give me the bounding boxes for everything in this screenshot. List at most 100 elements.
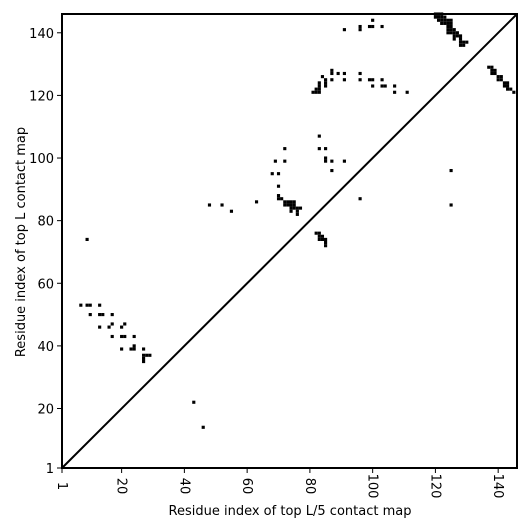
contact-point	[317, 84, 321, 88]
contact-point	[145, 353, 149, 357]
contact-point	[455, 34, 459, 38]
contact-point	[280, 197, 284, 201]
contact-point	[142, 359, 146, 364]
contact-point	[446, 21, 450, 25]
contact-point	[458, 37, 463, 41]
contact-point	[371, 84, 375, 88]
contact-point	[462, 43, 466, 47]
contact-point	[289, 209, 293, 213]
contact-point	[446, 28, 450, 32]
contact-point	[380, 24, 384, 29]
contact-point	[320, 234, 325, 238]
contact-point	[371, 78, 375, 82]
contact-point	[98, 313, 102, 317]
contact-point	[446, 18, 450, 22]
contact-point	[342, 78, 346, 82]
contact-point	[120, 325, 124, 329]
contact-point	[85, 237, 89, 241]
contact-point	[311, 90, 315, 94]
contact-point	[330, 68, 334, 72]
contact-point	[317, 234, 321, 238]
diagonal-line	[61, 13, 518, 469]
contact-point	[371, 18, 375, 22]
contact-point	[452, 28, 456, 32]
contact-point	[330, 168, 334, 173]
contact-point	[487, 65, 491, 69]
contact-point	[286, 203, 290, 207]
contact-point	[289, 203, 293, 207]
contact-point	[380, 78, 384, 82]
contact-point	[229, 209, 234, 213]
contact-point	[148, 353, 152, 357]
contact-point	[449, 21, 453, 25]
contact-point	[132, 347, 136, 351]
contact-point	[292, 206, 296, 210]
contact-point	[324, 147, 328, 151]
x-tick-label: 60	[239, 478, 254, 495]
x-tick-label: 20	[114, 478, 129, 495]
y-tick-label: 80	[37, 215, 54, 230]
contact-point	[358, 71, 362, 76]
contact-point	[110, 313, 114, 317]
contact-point	[101, 313, 105, 317]
contact-point	[324, 84, 328, 88]
contact-point	[142, 356, 146, 360]
contact-point	[358, 78, 362, 82]
contact-point	[443, 15, 447, 19]
x-tick-label: 140	[490, 474, 505, 499]
contact-point	[452, 31, 456, 35]
contact-point	[317, 237, 321, 241]
contact-point	[123, 322, 127, 326]
y-axis-label: Residue index of top L contact map	[14, 127, 29, 357]
contact-point	[342, 28, 346, 32]
contact-point	[342, 71, 346, 76]
contact-point	[440, 18, 444, 22]
y-tick-label: 120	[29, 89, 54, 104]
y-tick-label: 100	[29, 152, 54, 167]
contact-point	[458, 34, 463, 38]
contact-point	[295, 209, 299, 213]
contact-point	[142, 353, 146, 357]
contact-point	[449, 24, 453, 29]
contact-point	[446, 24, 450, 29]
contact-point	[330, 78, 334, 82]
contact-point	[449, 31, 453, 35]
contact-point	[446, 31, 450, 35]
contact-point	[142, 347, 146, 351]
contact-point	[358, 28, 362, 32]
contact-point	[324, 159, 328, 163]
contact-point	[367, 78, 372, 82]
plot-frame	[61, 13, 518, 469]
contact-point	[120, 334, 124, 339]
contact-point	[88, 313, 92, 317]
contact-point	[270, 172, 274, 176]
contact-point	[273, 159, 277, 163]
contact-point	[298, 206, 303, 210]
contact-markers	[79, 12, 516, 429]
contact-point	[317, 81, 321, 85]
contact-point	[317, 134, 321, 138]
contact-point	[371, 24, 375, 29]
contact-point	[289, 206, 293, 210]
contact-point	[88, 303, 92, 307]
contact-point	[380, 84, 384, 88]
contact-point	[449, 203, 453, 207]
contact-point	[132, 334, 136, 339]
contact-point	[85, 303, 89, 307]
contact-point	[449, 168, 453, 173]
contact-point	[436, 18, 441, 22]
contact-point	[107, 325, 111, 329]
contact-point	[455, 31, 459, 35]
x-tick-label: 40	[176, 478, 191, 495]
contact-point	[98, 303, 102, 307]
y-tick-label: 20	[37, 403, 54, 418]
contact-point	[499, 78, 503, 82]
contact-point	[283, 203, 287, 207]
contact-point	[336, 71, 340, 76]
y-tick-label: 60	[37, 277, 54, 292]
contact-point	[317, 231, 321, 235]
contact-point	[358, 24, 362, 29]
contact-point	[324, 156, 328, 160]
x-tick-label: 80	[302, 478, 317, 495]
